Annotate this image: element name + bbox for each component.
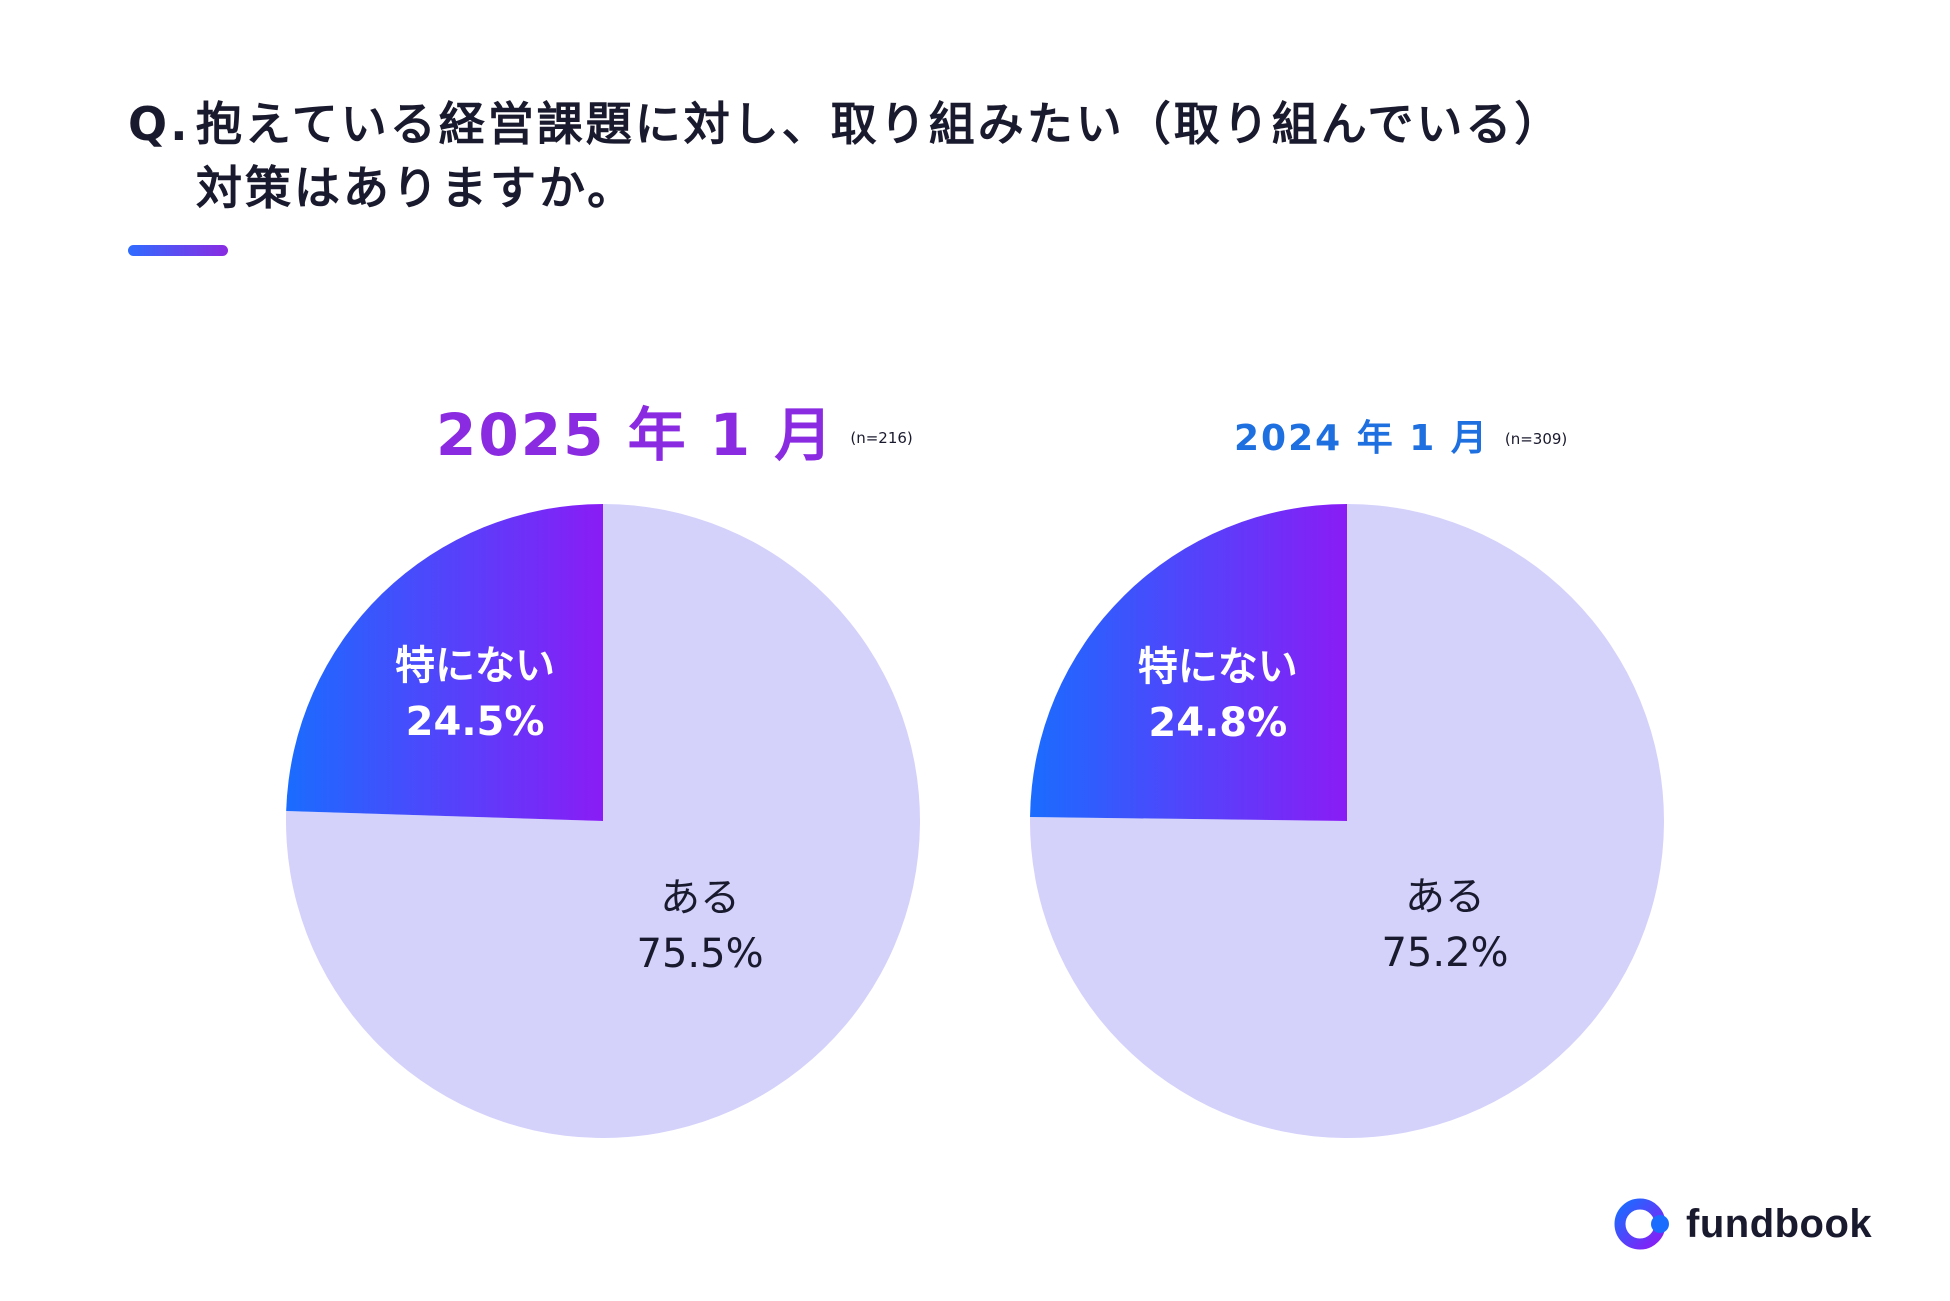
sample-size-2025: (n=216) [850, 429, 913, 447]
chart-title-2025: 2025 年 1 月 (n=216) [436, 388, 913, 472]
question-line-1: Q. 抱えている経営課題に対し、取り組みたい（取り組んでいる） [128, 92, 1563, 156]
pie-chart-2025: ある 75.5% 特にない 24.5% [286, 504, 921, 1138]
pie-chart-2024: ある 75.2% 特にない 24.8% [1030, 504, 1664, 1139]
question-line-2: 対策はありますか。 [196, 161, 637, 215]
pie-label-2024-aru: ある [1405, 874, 1485, 920]
chart-title-2024: 2024 年 1 月 (n=309) [1234, 409, 1567, 461]
pie-value-2024-tokuni-nai: 24.8% [1148, 700, 1287, 746]
accent-bar [128, 245, 228, 256]
fundbook-logo-icon [1614, 1196, 1674, 1252]
chart-title-2025-text: 2025 年 1 月 [436, 401, 835, 469]
pie-slice-2025-tokuni-nai [286, 504, 603, 821]
question-prefix: Q. [128, 97, 191, 151]
pie-label-2024-tokuni-nai: 特にない [1138, 644, 1298, 690]
pie-label-2025-aru: ある [660, 875, 740, 921]
fundbook-logo: fundbook [1614, 1196, 1872, 1252]
pie-value-2025-tokuni-nai: 24.5% [406, 699, 545, 745]
pie-label-2025-tokuni-nai: 特にない [395, 643, 555, 689]
pie-value-2024-aru: 75.2% [1381, 930, 1508, 976]
question-text: Q. 抱えている経営課題に対し、取り組みたい（取り組んでいる） 対策はありますか。 [128, 92, 1563, 220]
fundbook-logo-text: fundbook [1686, 1201, 1873, 1246]
chart-title-2024-text: 2024 年 1 月 [1234, 418, 1489, 459]
question-line-1-text: 抱えている経営課題に対し、取り組みたい（取り組んでいる） [196, 97, 1564, 151]
pie-slice-2024-tokuni-nai [1030, 504, 1347, 821]
pie-value-2025-aru: 75.5% [637, 931, 764, 977]
pie-slice-2024-aru [1030, 504, 1664, 1139]
sample-size-2024: (n=309) [1504, 430, 1568, 448]
